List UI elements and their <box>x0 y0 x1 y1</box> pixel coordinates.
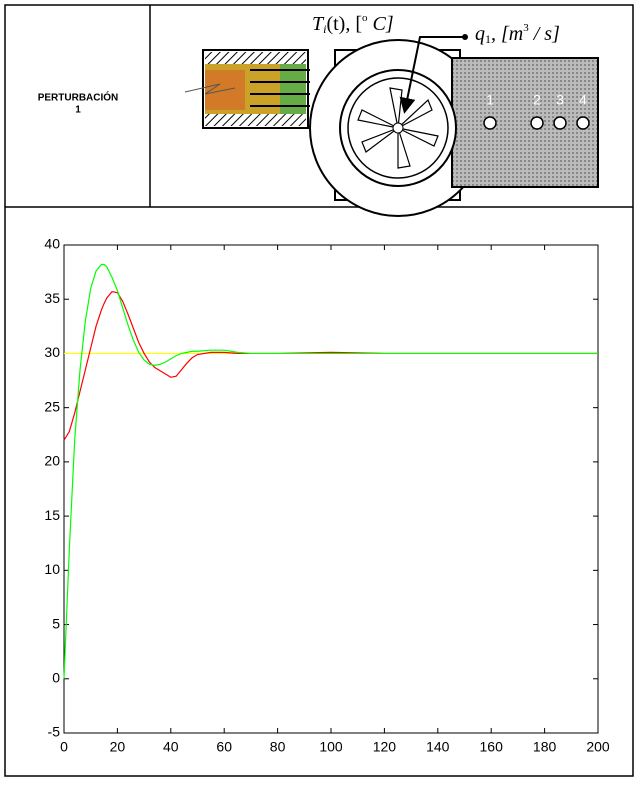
symbol: (t), [ <box>326 13 362 35</box>
plot-area <box>64 245 598 733</box>
x-tick-label: 80 <box>270 739 286 755</box>
temperature-label: Ti(t), [o C] <box>312 12 394 36</box>
y-tick-label: 25 <box>44 398 60 414</box>
x-tick-label: 40 <box>163 739 179 755</box>
x-tick-label: 20 <box>110 739 126 755</box>
symbol: C] <box>368 13 394 35</box>
symbol: q <box>475 23 485 45</box>
y-tick-label: 30 <box>44 344 60 360</box>
cell-label: PERTURBACIÓN <box>38 91 119 104</box>
cell-label: 1 <box>75 105 81 116</box>
port-label: 2 <box>533 92 541 108</box>
flow-label: q1, [m3 / s] <box>475 22 560 46</box>
x-tick-label: 140 <box>426 739 450 755</box>
port-label: 3 <box>556 92 564 108</box>
x-tick-label: 180 <box>533 739 557 755</box>
x-tick-label: 100 <box>319 739 343 755</box>
y-tick-label: 10 <box>44 561 60 577</box>
y-tick-label: 5 <box>52 615 60 631</box>
y-tick-label: 0 <box>52 669 60 685</box>
y-tick-label: 35 <box>44 290 60 306</box>
port-label: 4 <box>579 92 587 108</box>
y-tick-label: 15 <box>44 507 60 523</box>
page: PERTURBACIÓN 1 Ti(t), [o C] q1, [m3 / s]… <box>0 0 638 786</box>
x-tick-label: 0 <box>60 739 68 755</box>
x-tick-label: 160 <box>480 739 504 755</box>
diagram <box>185 34 598 216</box>
y-tick-label: 40 <box>44 236 60 252</box>
x-tick-label: 60 <box>216 739 232 755</box>
x-tick-label: 120 <box>373 739 397 755</box>
y-tick-label: 20 <box>44 453 60 469</box>
symbol: / s] <box>529 23 560 45</box>
symbol: , [m <box>491 23 523 45</box>
x-tick-label: 200 <box>586 739 610 755</box>
document: PERTURBACIÓN 1 Ti(t), [o C] q1, [m3 / s]… <box>0 0 638 781</box>
y-tick-label: -5 <box>48 724 61 740</box>
port-label: 1 <box>486 92 494 108</box>
